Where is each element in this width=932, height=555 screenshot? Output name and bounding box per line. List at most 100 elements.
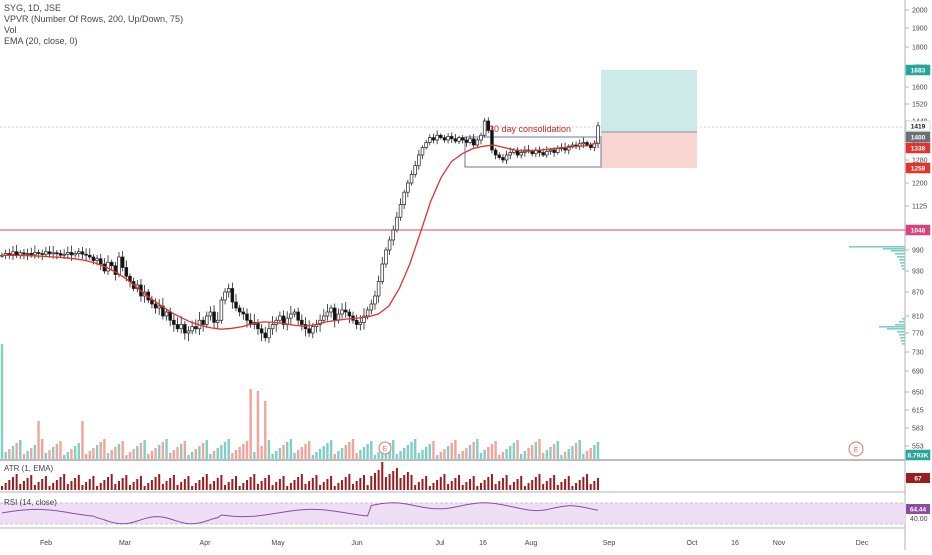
- volume-bar: [421, 450, 424, 459]
- candle: [417, 150, 421, 170]
- volume-profile-row: [891, 250, 905, 252]
- stop-zone[interactable]: [601, 132, 697, 168]
- volume-bar: [125, 455, 128, 459]
- ema-line: [2, 141, 599, 330]
- candle: [479, 132, 483, 145]
- price-tick: 1125: [905, 204, 927, 211]
- volume-profile: [849, 246, 905, 345]
- ema-legend[interactable]: EMA (20, close, 0): [4, 36, 78, 46]
- atr-bar: [512, 482, 515, 490]
- atr-bar: [553, 475, 556, 490]
- candle: [501, 154, 505, 164]
- volume-bar: [571, 446, 574, 459]
- candle: [106, 255, 110, 275]
- volume-bar: [198, 446, 201, 459]
- volume-bar: [249, 389, 252, 459]
- atr-bar: [15, 474, 18, 490]
- candle: [66, 246, 70, 260]
- volume-bar: [534, 442, 538, 459]
- volume-bar: [37, 421, 40, 459]
- atr-bar: [132, 482, 135, 490]
- atr-bar: [586, 474, 589, 490]
- candle: [11, 246, 15, 261]
- time-axis[interactable]: Feb Mar Apr May Jun Jul 16 Aug Sep Oct 16 Nov Dec: [40, 540, 869, 547]
- atr-bar: [352, 484, 355, 490]
- price-tick-label: 730: [912, 350, 924, 357]
- atr-bar: [183, 479, 186, 490]
- volume-bar: [468, 445, 472, 459]
- volume-bar: [483, 450, 486, 459]
- volume-bar: [403, 448, 406, 459]
- atr-bar: [161, 484, 164, 490]
- volume-bar: [26, 451, 29, 459]
- volume-profile-row: [899, 259, 905, 261]
- candle: [241, 307, 246, 320]
- price-badge: 1258: [905, 162, 931, 174]
- volume-bar: [139, 443, 143, 459]
- volume-bar: [541, 453, 545, 459]
- atr-bar: [245, 480, 248, 490]
- volume-bar: [512, 443, 516, 459]
- candle: [428, 134, 432, 146]
- price-badge: 8.793K: [905, 449, 931, 461]
- time-tick-label: 16: [731, 540, 739, 547]
- atr-bar: [202, 477, 205, 490]
- vol-legend[interactable]: Vol: [4, 25, 17, 35]
- price-tick-label: 650: [912, 390, 924, 397]
- atr-bar: [44, 476, 47, 490]
- atr-bar: [48, 486, 51, 490]
- volume-bar: [377, 452, 380, 459]
- atr-legend[interactable]: ATR (1, EMA): [4, 464, 54, 473]
- volume-bar: [505, 449, 508, 459]
- candle: [77, 248, 81, 258]
- candle: [373, 290, 377, 310]
- volume-bar: [311, 455, 314, 459]
- volume-bar: [439, 452, 442, 459]
- atr-bar: [304, 484, 307, 490]
- candle: [486, 117, 491, 134]
- volume-bar: [15, 443, 18, 459]
- atr-bar: [381, 462, 384, 490]
- earnings-marker[interactable]: E: [378, 441, 392, 455]
- earnings-marker-label: E: [383, 446, 388, 453]
- target-zone[interactable]: [601, 70, 697, 132]
- volume-profile-row: [879, 326, 905, 328]
- atr-bar: [542, 484, 545, 490]
- atr-bar: [70, 481, 73, 490]
- atr-bar: [593, 481, 596, 490]
- candle: [237, 304, 242, 317]
- volume-profile-row: [901, 265, 905, 267]
- candle: [446, 133, 450, 144]
- volume-bar: [585, 451, 589, 459]
- rsi-legend[interactable]: RSI (14, close): [4, 498, 57, 507]
- atr-bar: [509, 485, 512, 490]
- atr-bar: [531, 480, 534, 490]
- volume-bar: [362, 447, 366, 459]
- atr-bar: [454, 478, 457, 490]
- volume-bar: [487, 447, 490, 459]
- vpvr-legend[interactable]: VPVR (Number Of Rows, 200, Up/Down, 75): [4, 14, 184, 24]
- atr-bar: [538, 474, 541, 490]
- volume-bar: [187, 455, 190, 459]
- candle: [340, 303, 344, 319]
- candle: [124, 260, 129, 282]
- candle: [464, 136, 469, 147]
- price-tick-label: 810: [912, 314, 924, 321]
- volume-bar: [417, 453, 421, 459]
- candle: [475, 138, 480, 149]
- atr-bar: [8, 480, 11, 490]
- volume-bar: [11, 446, 15, 459]
- symbol-title[interactable]: SYG, 1D, JSE: [4, 3, 62, 13]
- candle: [435, 130, 439, 145]
- earnings-marker-future[interactable]: E: [848, 441, 864, 457]
- volume-bar: [589, 448, 592, 459]
- candle: [47, 246, 52, 258]
- price-tick: 1280: [905, 158, 928, 165]
- atr-bar: [191, 486, 194, 490]
- candle: [289, 306, 293, 326]
- time-tick-label: Sep: [603, 540, 616, 547]
- volume-bar: [344, 445, 347, 459]
- volume-bar: [340, 448, 344, 459]
